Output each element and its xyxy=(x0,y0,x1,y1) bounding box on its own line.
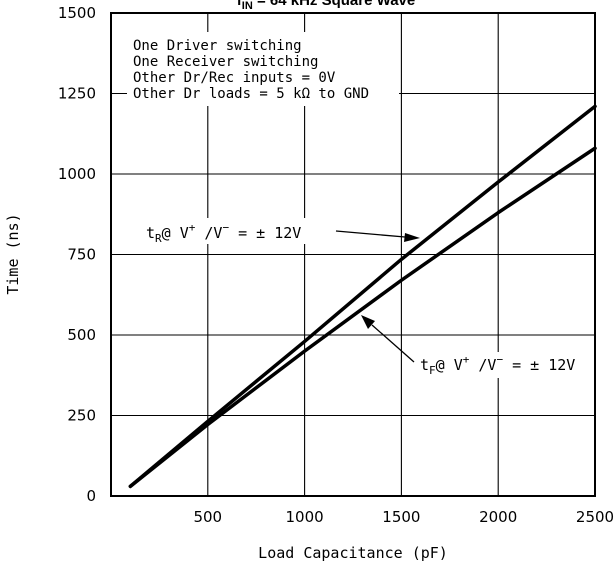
y-tick-label: 250 xyxy=(67,407,96,425)
tf-sup1: + xyxy=(463,353,470,366)
note-3: Other Dr/Rec inputs = 0V xyxy=(133,70,336,86)
note-1: One Driver switching xyxy=(133,38,302,54)
series-label-tf: tF@ V+ /V− = ± 12V xyxy=(420,353,575,377)
tr-rest2: /V xyxy=(195,224,222,242)
arrow-tr-head xyxy=(404,233,420,242)
x-tick-label: 500 xyxy=(193,508,222,526)
label-tr-background xyxy=(140,218,334,244)
y-axis-ticks: 0 250 500 750 1000 1250 1500 xyxy=(58,4,96,505)
notes-background xyxy=(127,32,399,106)
arrow-tf-line xyxy=(371,324,415,363)
tr-rest1: @ V xyxy=(162,224,189,242)
x-tick-label: 2000 xyxy=(479,508,517,526)
series-line-tf xyxy=(128,146,597,489)
y-tick-label: 0 xyxy=(86,487,96,505)
title-rest: = 64 kHz Square Wave xyxy=(253,0,415,9)
tr-sub: R xyxy=(155,232,162,245)
arrow-tf-head xyxy=(361,315,375,329)
x-axis-label: Load Capacitance (pF) xyxy=(258,544,448,562)
tf-rest3: = ± 12V xyxy=(503,356,575,374)
series-line-tr xyxy=(128,104,597,489)
series-label-tr: tR@ V+ /V− = ± 12V xyxy=(146,221,301,245)
x-tick-label: 1500 xyxy=(382,508,420,526)
tf-rest1: @ V xyxy=(436,356,463,374)
x-tick-label: 1000 xyxy=(286,508,324,526)
chart-title: fIN = 64 kHz Square Wave xyxy=(237,0,415,12)
tr-sup1: + xyxy=(189,221,196,234)
note-2: One Receiver switching xyxy=(133,54,318,70)
tf-sub: F xyxy=(429,364,436,377)
title-f: f xyxy=(237,0,243,9)
tf-rest2: /V xyxy=(469,356,496,374)
arrow-tr-line xyxy=(335,230,406,238)
tr-sup2: − xyxy=(222,221,229,234)
series-group xyxy=(128,104,597,489)
tr-t: t xyxy=(146,224,155,242)
tf-t: t xyxy=(420,356,429,374)
tr-rest3: = ± 12V xyxy=(229,224,301,242)
y-tick-label: 1250 xyxy=(58,85,96,103)
tf-sup2: − xyxy=(496,353,503,366)
y-axis-label: Time (ns) xyxy=(4,213,22,294)
y-tick-label: 1500 xyxy=(58,4,96,22)
y-tick-label: 1000 xyxy=(58,165,96,183)
label-tf-background xyxy=(416,352,594,378)
x-tick-label: 2500 xyxy=(576,508,614,526)
title-sub: IN xyxy=(242,0,253,12)
x-axis-ticks: 500 1000 1500 2000 2500 xyxy=(193,508,614,526)
y-tick-label: 750 xyxy=(67,246,96,264)
y-tick-label: 500 xyxy=(67,326,96,344)
plot-frame xyxy=(110,12,596,497)
note-4: Other Dr loads = 5 kΩ to GND xyxy=(133,86,369,102)
